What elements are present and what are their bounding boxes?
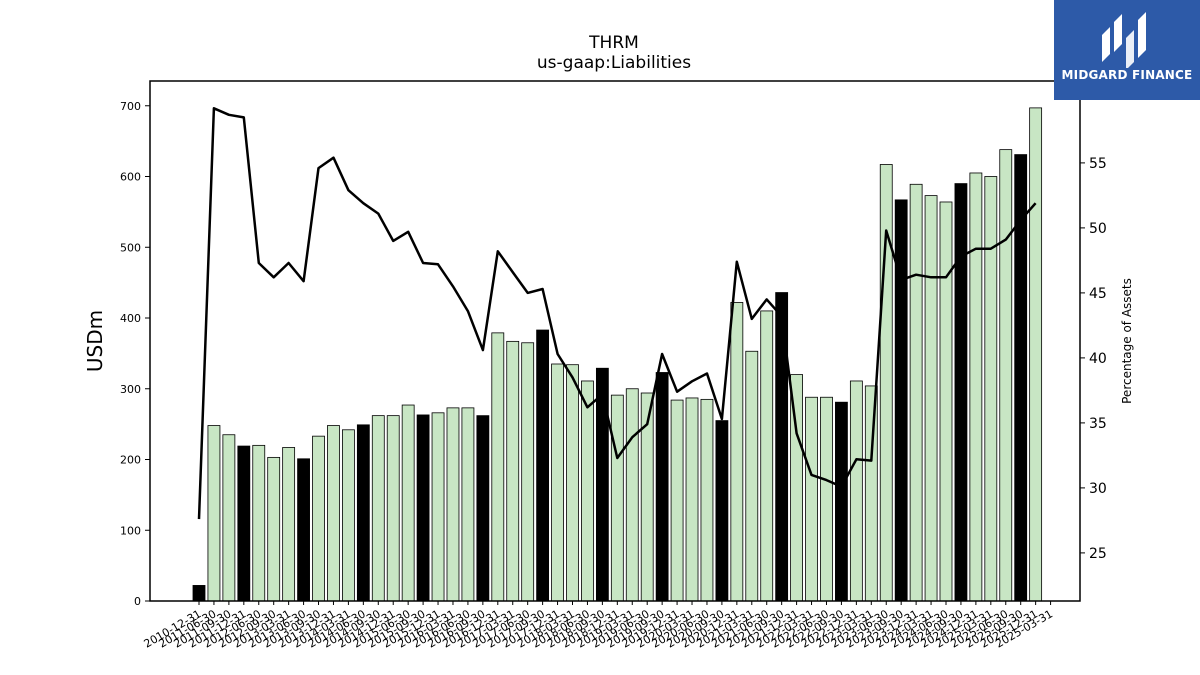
bar <box>566 364 579 602</box>
bar <box>625 388 639 602</box>
bar <box>551 363 564 602</box>
y2-axis-label: Percentage of Assets <box>1120 278 1134 404</box>
bar <box>849 380 863 602</box>
bar <box>595 367 609 602</box>
bar <box>207 425 221 602</box>
bar <box>745 350 759 602</box>
y-tick-label: 700 <box>120 100 141 113</box>
bar <box>655 372 669 602</box>
bar <box>864 385 878 602</box>
chart-subtitle: us-gaap:Liabilities <box>537 53 691 73</box>
y2-tick-label: 25 <box>1089 546 1107 562</box>
bar <box>1029 107 1043 602</box>
bar <box>820 396 833 602</box>
bar <box>909 183 923 602</box>
bar <box>521 342 535 602</box>
bar <box>237 445 251 602</box>
plot-frame <box>149 80 1081 602</box>
bar <box>282 447 296 602</box>
bar <box>491 332 505 602</box>
bar <box>431 412 445 602</box>
y-tick-label: 100 <box>120 524 141 537</box>
bar <box>670 399 684 602</box>
bar <box>356 424 370 602</box>
bar <box>267 456 281 602</box>
bar <box>341 429 355 602</box>
y2-tick-label: 40 <box>1089 351 1107 367</box>
line-layer <box>197 107 1037 520</box>
bar <box>610 394 624 602</box>
bar <box>581 380 594 602</box>
bar <box>924 195 938 602</box>
y2-tick-label: 30 <box>1089 481 1107 497</box>
y-tick-label: 0 <box>134 595 141 608</box>
y-tick-label: 200 <box>120 454 141 467</box>
bar <box>984 176 998 602</box>
bar <box>775 292 789 602</box>
midgard-logo-icon <box>1102 12 1146 68</box>
bar <box>416 414 430 602</box>
bar <box>760 310 774 602</box>
brand-logo: MIDGARD FINANCE <box>1054 0 1200 100</box>
percentage-line <box>197 107 1037 520</box>
bar <box>371 415 385 602</box>
bar <box>476 415 490 602</box>
y-tick-label: 500 <box>120 241 141 254</box>
bar <box>252 444 266 602</box>
bar <box>954 183 968 602</box>
bars-layer <box>192 107 1043 602</box>
bar <box>730 302 744 602</box>
y-tick-label: 600 <box>120 171 141 184</box>
bar <box>401 404 415 602</box>
y2-tick-label: 35 <box>1089 416 1107 432</box>
bar <box>700 398 714 602</box>
bar <box>312 435 325 602</box>
bar <box>222 434 236 602</box>
bar <box>969 172 983 602</box>
y2-tick-label: 55 <box>1089 156 1107 172</box>
y-tick-label: 400 <box>120 312 141 325</box>
y-axis-label: USDm <box>83 310 107 372</box>
bar <box>446 407 460 602</box>
chart-title: THRM <box>588 33 639 53</box>
bar <box>192 585 206 602</box>
bar <box>939 201 953 602</box>
bar <box>894 199 908 602</box>
y2-tick-label: 45 <box>1089 286 1107 302</box>
bar <box>327 425 340 602</box>
bar <box>536 329 550 602</box>
bar <box>386 415 400 602</box>
bar <box>461 407 475 602</box>
axes-layer: 0100200300400500600700253035404550552010… <box>120 80 1107 651</box>
bar <box>835 401 848 602</box>
bar <box>715 420 729 602</box>
brand-name: MIDGARD FINANCE <box>1061 68 1193 82</box>
bar <box>805 396 818 602</box>
bar <box>506 340 520 602</box>
bar <box>297 458 310 602</box>
y-tick-label: 300 <box>120 383 141 396</box>
bar <box>999 149 1013 602</box>
y2-tick-label: 50 <box>1089 221 1107 237</box>
bar <box>685 397 699 602</box>
